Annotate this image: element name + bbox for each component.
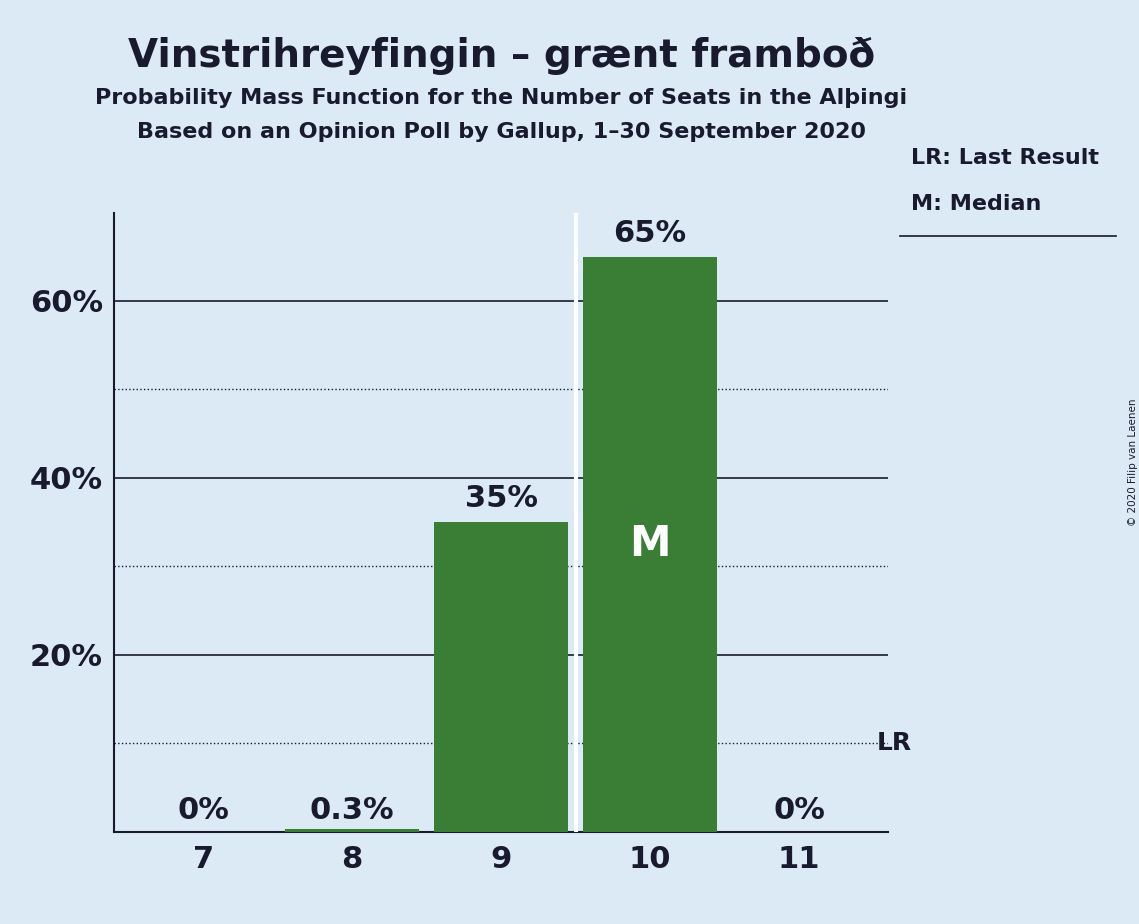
- Text: © 2020 Filip van Laenen: © 2020 Filip van Laenen: [1129, 398, 1138, 526]
- Text: Vinstrihreyfingin – grænt framboð: Vinstrihreyfingin – grænt framboð: [128, 37, 875, 75]
- Bar: [285, 829, 419, 832]
- Text: 65%: 65%: [614, 219, 687, 248]
- Text: Based on an Opinion Poll by Gallup, 1–30 September 2020: Based on an Opinion Poll by Gallup, 1–30…: [137, 122, 866, 142]
- Text: 0.3%: 0.3%: [310, 796, 394, 824]
- Text: 35%: 35%: [465, 484, 538, 513]
- Text: LR: Last Result: LR: Last Result: [911, 148, 1099, 168]
- Text: 0%: 0%: [773, 796, 825, 824]
- Text: 0%: 0%: [178, 796, 229, 824]
- Bar: [434, 522, 568, 832]
- Text: M: M: [630, 523, 671, 565]
- Text: LR: LR: [877, 731, 911, 755]
- Text: M: Median: M: Median: [911, 194, 1041, 214]
- Bar: [583, 257, 718, 832]
- Text: Probability Mass Function for the Number of Seats in the Alþingi: Probability Mass Function for the Number…: [95, 88, 908, 108]
